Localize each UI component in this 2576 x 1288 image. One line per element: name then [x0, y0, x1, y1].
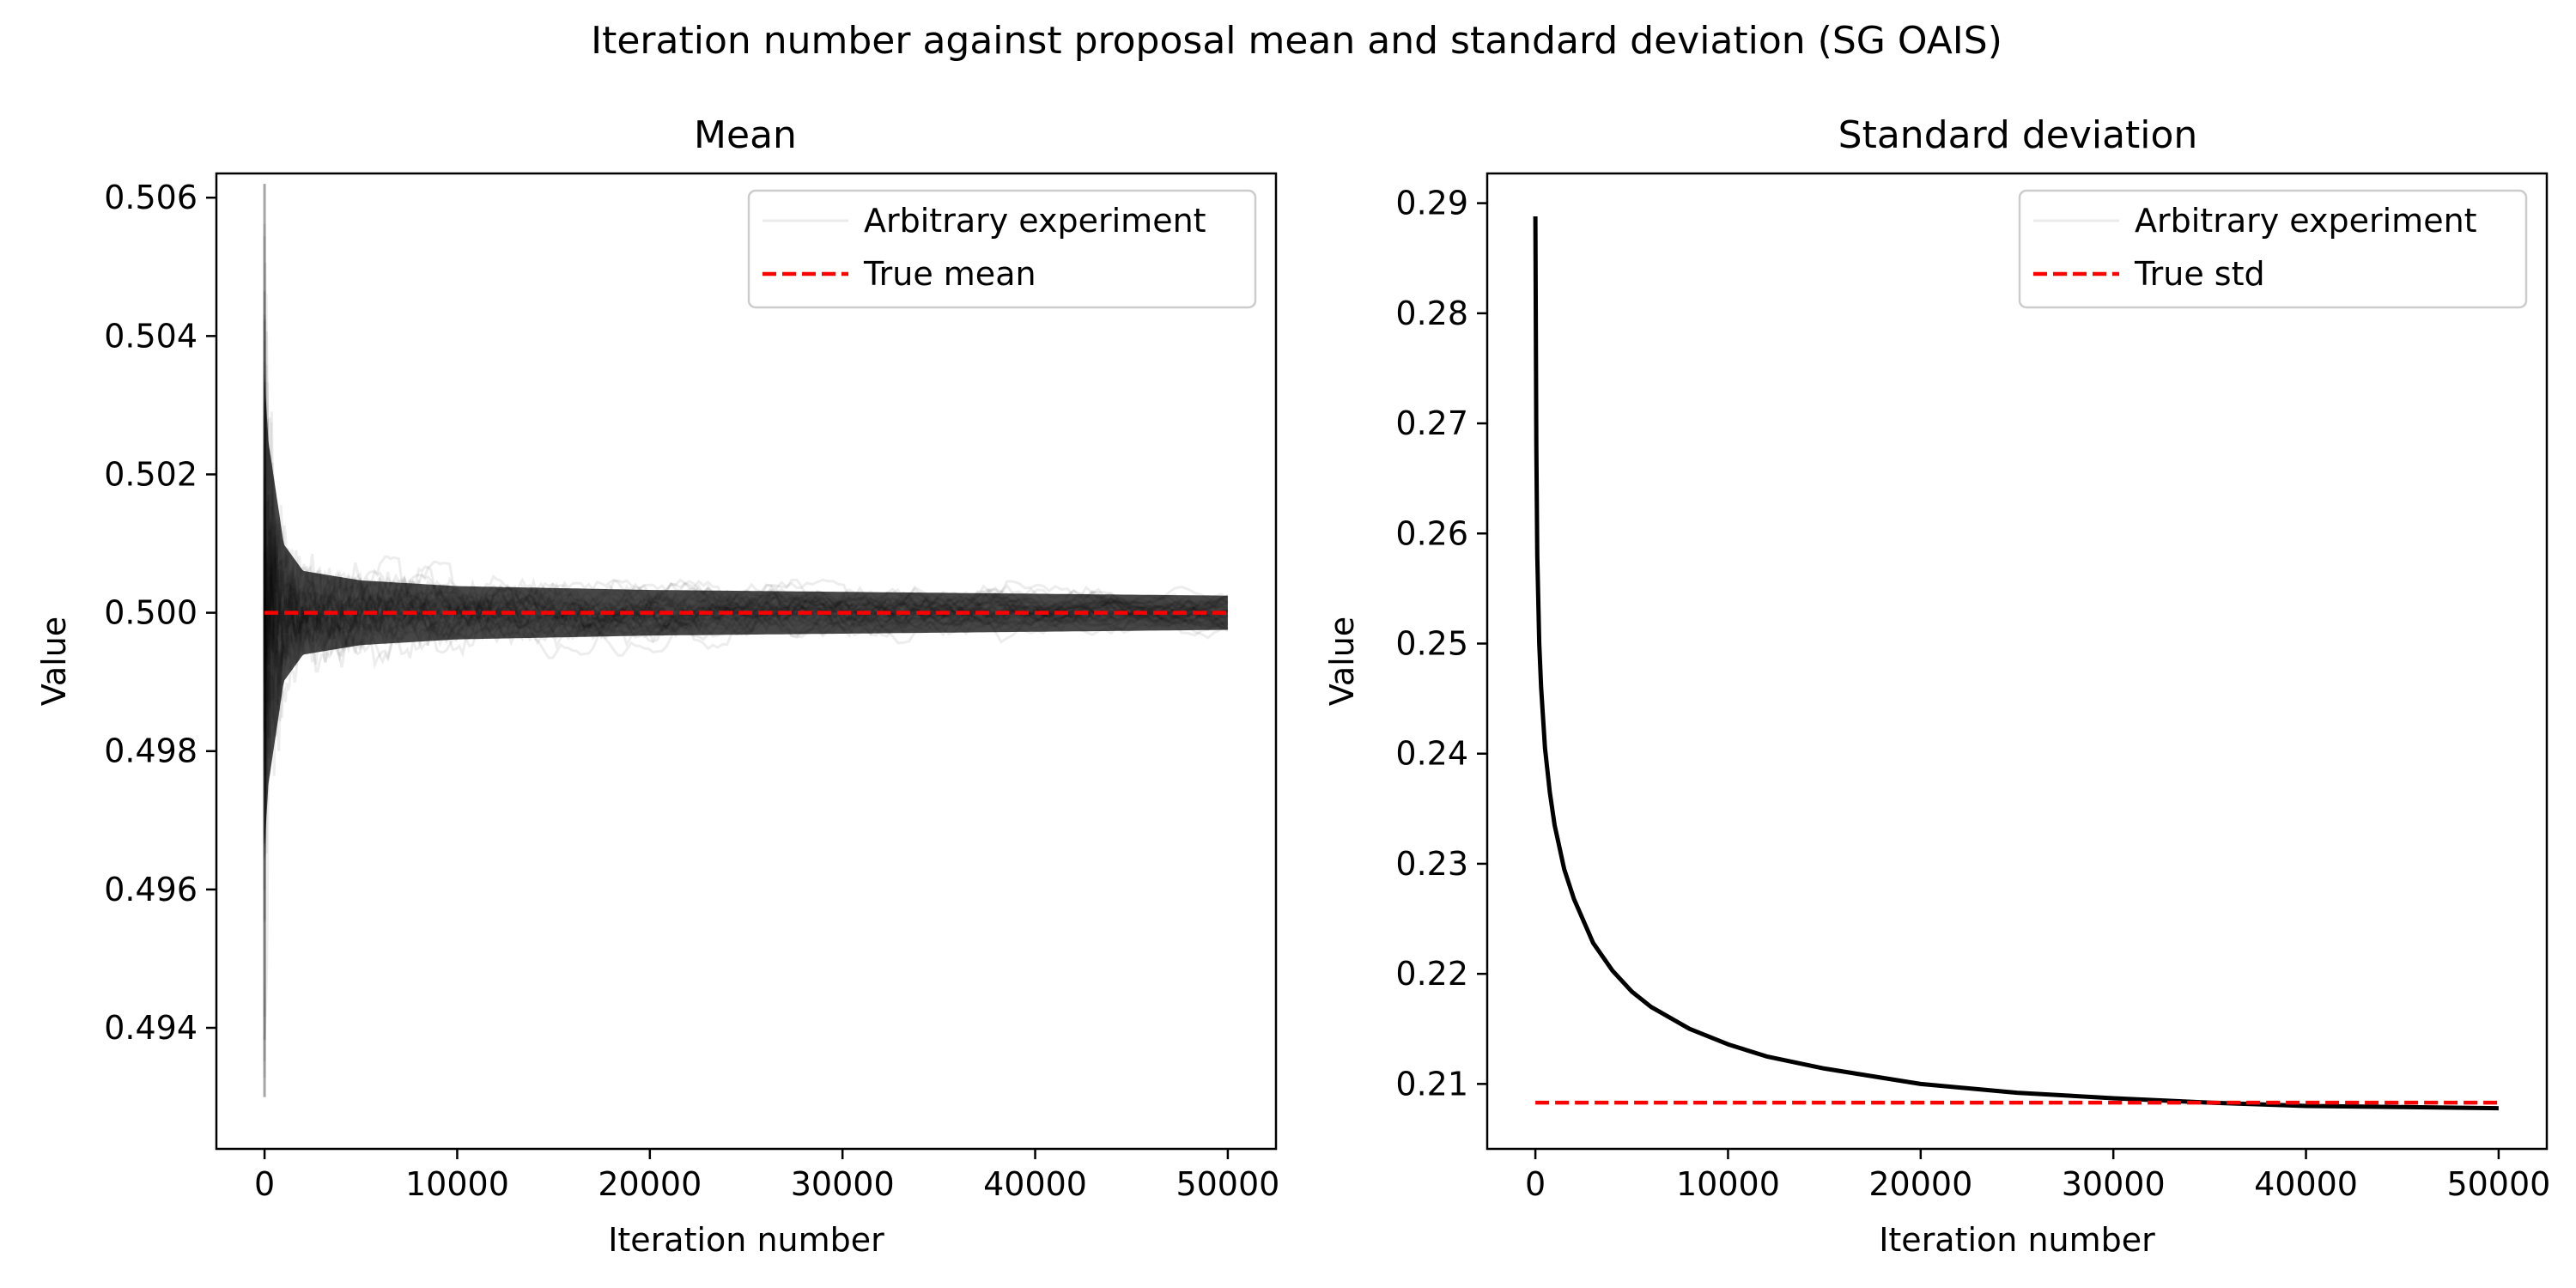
- std-y-tick-label: 0.22: [1395, 955, 1468, 993]
- mean-experiment-run: [263, 523, 1228, 857]
- std-y-tick-label: 0.21: [1395, 1065, 1468, 1103]
- mean-x-tick-label: 30000: [791, 1165, 895, 1203]
- std-y-tick-label: 0.25: [1395, 624, 1468, 662]
- std-x-tick-label: 20000: [1868, 1165, 1972, 1203]
- mean-experiment-run: [263, 405, 1229, 920]
- std-y-tick-label: 0.23: [1395, 845, 1468, 883]
- mean-y-tick-label: 0.498: [104, 732, 197, 770]
- mean-x-tick-label: 0: [254, 1165, 275, 1203]
- std-x-tick-label: 30000: [2062, 1165, 2166, 1203]
- std-y-tick-label: 0.29: [1395, 185, 1468, 222]
- mean-y-tick-label: 0.494: [104, 1009, 197, 1047]
- std-legend: Arbitrary experiment True std: [2018, 189, 2528, 309]
- std-y-tick-label: 0.24: [1395, 735, 1468, 773]
- std-x-tick-label: 10000: [1676, 1165, 1780, 1203]
- std-legend-label-true-std: True std: [2134, 255, 2265, 293]
- mean-experiment-run: [263, 361, 1229, 732]
- mean-x-axis-label: Iteration number: [608, 1221, 884, 1259]
- mean-x-tick-label: 50000: [1176, 1165, 1279, 1203]
- mean-legend-label-true-mean: True mean: [863, 255, 1036, 293]
- std-panel: Standard deviation 0 10000 20000 30000 40000…: [1323, 113, 2550, 1259]
- std-legend-box: [2018, 189, 2528, 309]
- mean-experiment-run: [263, 494, 1229, 1018]
- std-y-tick-label: 0.27: [1395, 404, 1468, 442]
- std-axes-frame: [1485, 172, 2549, 1151]
- mean-panel: Mean 0 10000 20000 30000 40000 50000 0.494 0.49…: [35, 113, 1279, 1259]
- mean-y-tick-label: 0.502: [104, 455, 197, 493]
- mean-experiment-run: [263, 340, 1229, 702]
- mean-experiment-run: [263, 236, 1229, 737]
- mean-y-tick-label: 0.506: [104, 179, 197, 216]
- mean-ticks: 0 10000 20000 30000 40000 50000 0.494 0.496 0.49…: [104, 179, 1279, 1203]
- std-y-tick-label: 0.28: [1395, 295, 1468, 332]
- mean-y-tick-label: 0.504: [104, 317, 197, 355]
- figure-suptitle: Iteration number against proposal mean a…: [591, 19, 2002, 63]
- mean-experiment-run: [263, 374, 1229, 762]
- mean-experiment-run: [263, 459, 1229, 1040]
- mean-axes-frame: [215, 172, 1278, 1151]
- std-x-axis-label: Iteration number: [1879, 1221, 2155, 1259]
- std-x-tick-label: 40000: [2254, 1165, 2358, 1203]
- mean-legend: Arbitrary experiment True mean: [747, 189, 1257, 309]
- mean-x-tick-label: 40000: [983, 1165, 1087, 1203]
- std-experiment-line: [1533, 216, 2499, 1111]
- mean-x-tick-label: 10000: [405, 1165, 509, 1203]
- mean-y-tick-label: 0.500: [104, 594, 197, 632]
- std-legend-label-experiment: Arbitrary experiment: [2135, 202, 2477, 240]
- mean-legend-label-experiment: Arbitrary experiment: [864, 202, 1206, 240]
- std-ticks: 0 10000 20000 30000 40000 50000 0.21 0.22 0.23 0.…: [1395, 185, 2550, 1203]
- mean-y-axis-label: Value: [35, 617, 73, 706]
- mean-x-tick-label: 20000: [598, 1165, 702, 1203]
- std-plot-area: [1533, 216, 2499, 1111]
- mean-y-tick-label: 0.496: [104, 871, 197, 908]
- mean-plot-area: [263, 184, 1230, 1097]
- mean-experiment-run: [263, 529, 1229, 860]
- std-y-axis-label: Value: [1323, 617, 1361, 706]
- mean-experiment-run: [263, 531, 1229, 791]
- mean-legend-box: [747, 189, 1257, 309]
- mean-experiment-run: [263, 262, 1229, 842]
- std-x-tick-label: 0: [1525, 1165, 1546, 1203]
- std-panel-title: Standard deviation: [1838, 113, 2198, 157]
- mean-panel-title: Mean: [694, 113, 797, 157]
- std-y-tick-label: 0.26: [1395, 514, 1468, 552]
- std-x-tick-label: 50000: [2446, 1165, 2550, 1203]
